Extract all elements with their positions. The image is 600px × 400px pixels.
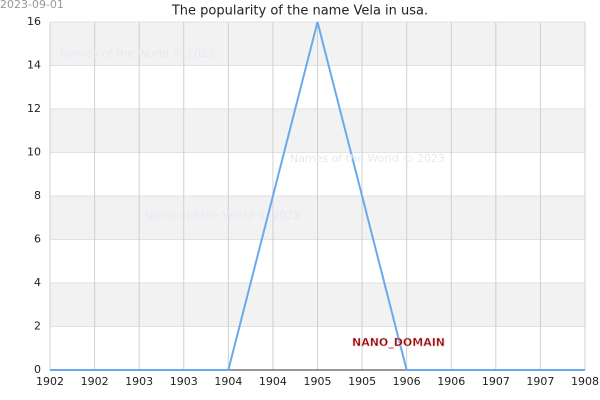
y-tick-label: 8 (34, 189, 41, 202)
x-tick-label: 1903 (125, 375, 153, 388)
y-tick-label: 0 (34, 363, 41, 376)
watermark: Names of the World © 2023 (145, 209, 300, 222)
x-tick-label: 1907 (526, 375, 554, 388)
x-tick-label: 1906 (393, 375, 421, 388)
x-tick-label: 1906 (437, 375, 465, 388)
x-tick-label: 1908 (571, 375, 599, 388)
y-tick-label: 4 (34, 276, 41, 289)
date-label: 2023-09-01 (0, 0, 64, 11)
x-tick-label: 1904 (259, 375, 287, 388)
y-tick-label: 12 (27, 102, 41, 115)
x-tick-label: 1905 (348, 375, 376, 388)
y-tick-label: 2 (34, 320, 41, 333)
y-tick-label: 10 (27, 146, 41, 159)
watermark: Names of the World © 2023 (60, 47, 215, 60)
y-tick-label: 16 (27, 15, 41, 28)
x-tick-label: 1907 (482, 375, 510, 388)
x-tick-label: 1905 (304, 375, 332, 388)
x-tick-label: 1902 (36, 375, 64, 388)
x-tick-label: 1902 (81, 375, 109, 388)
chart-title: The popularity of the name Vela in usa. (171, 4, 428, 19)
x-tick-label: 1903 (170, 375, 198, 388)
line-series (50, 21, 585, 371)
x-tick-label: 1904 (214, 375, 242, 388)
domain-label: NANO_DOMAIN (352, 336, 445, 349)
y-tick-label: 14 (27, 59, 41, 72)
watermark: Names of the World © 2023 (290, 152, 445, 165)
y-tick-label: 6 (34, 233, 41, 246)
